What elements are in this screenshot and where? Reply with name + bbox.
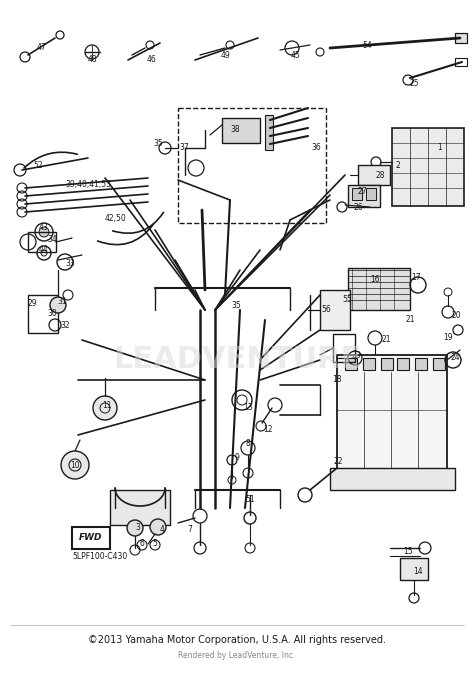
Bar [392,128,464,206]
Text: 31: 31 [57,297,67,307]
Bar [337,355,447,473]
Text: 15: 15 [403,547,413,557]
Bar [352,188,362,200]
Text: 32: 32 [60,321,70,330]
Text: Rendered by LeadVenture, Inc.: Rendered by LeadVenture, Inc. [178,652,296,661]
Text: 47: 47 [37,42,47,51]
Text: 9: 9 [235,454,239,462]
Text: 36: 36 [311,144,321,152]
Text: 54: 54 [362,40,372,49]
Text: 45: 45 [291,51,301,59]
Bar [415,358,427,370]
Bar [28,295,58,333]
Text: 49: 49 [221,51,231,59]
Text: 39,40,41,53: 39,40,41,53 [65,181,111,189]
Text: 1: 1 [438,144,442,152]
Bar [348,185,380,207]
Bar [222,118,260,143]
Text: 7: 7 [188,526,192,534]
Text: 44: 44 [39,245,49,255]
Text: 20: 20 [451,311,461,319]
Bar [265,115,273,150]
Circle shape [50,297,66,313]
Text: 16: 16 [370,276,380,284]
Text: 29: 29 [27,299,37,307]
Bar [348,268,410,310]
Text: 33: 33 [65,259,75,268]
Text: 52: 52 [33,160,43,169]
Bar [28,232,56,252]
Text: 48: 48 [87,55,97,65]
Text: 35: 35 [231,301,241,309]
Bar [330,468,455,490]
Text: 17: 17 [411,274,421,282]
Text: 21: 21 [381,336,391,344]
Text: 12: 12 [263,425,273,435]
Bar [345,358,357,370]
Text: 43: 43 [39,222,49,231]
Text: 5LPF100-C430: 5LPF100-C430 [72,552,127,561]
Text: 27: 27 [357,187,367,197]
Text: 55: 55 [342,295,352,305]
Text: 11: 11 [102,402,112,410]
Text: 42,50: 42,50 [105,214,127,222]
Bar [333,334,355,362]
Text: 37: 37 [179,144,189,152]
Bar [455,33,467,43]
Bar [363,358,375,370]
Text: 25: 25 [409,78,419,88]
Bar [178,108,326,223]
Circle shape [150,519,166,535]
Text: 30: 30 [47,309,57,319]
Text: LEADVENTURE: LEADVENTURE [113,346,361,375]
Text: 56: 56 [321,305,331,315]
Text: 13: 13 [243,404,253,412]
Text: 46: 46 [147,55,157,65]
Text: 51: 51 [245,495,255,505]
Text: 19: 19 [443,334,453,342]
Text: 10: 10 [70,460,80,470]
Text: 38: 38 [230,125,240,135]
Text: 18: 18 [332,375,342,384]
Bar [366,188,376,200]
Text: 26: 26 [353,202,363,212]
Text: ©2013 Yamaha Motor Corporation, U.S.A. All rights reserved.: ©2013 Yamaha Motor Corporation, U.S.A. A… [88,635,386,645]
Text: 2: 2 [396,160,401,169]
Bar [110,490,170,525]
Bar [397,358,409,370]
Text: 23: 23 [351,352,361,361]
Text: 4: 4 [160,526,164,534]
Text: FWD: FWD [79,534,103,543]
Text: 24: 24 [450,353,460,363]
Text: 28: 28 [375,171,385,181]
Text: 8: 8 [246,439,250,448]
Circle shape [61,451,89,479]
Bar [72,527,110,549]
Text: 21: 21 [405,315,415,324]
Text: 22: 22 [333,458,343,466]
Text: 6: 6 [139,539,145,547]
Bar [455,58,467,66]
Bar [320,290,350,330]
Circle shape [93,396,117,420]
Bar [358,165,390,185]
Bar [381,358,393,370]
Text: 14: 14 [413,568,423,576]
Text: 5: 5 [153,539,157,547]
Bar [400,558,428,580]
Circle shape [39,227,49,237]
Text: 35: 35 [153,138,163,148]
Text: 34: 34 [47,235,57,245]
Text: 3: 3 [136,522,140,532]
Circle shape [127,520,143,536]
Bar [433,358,445,370]
